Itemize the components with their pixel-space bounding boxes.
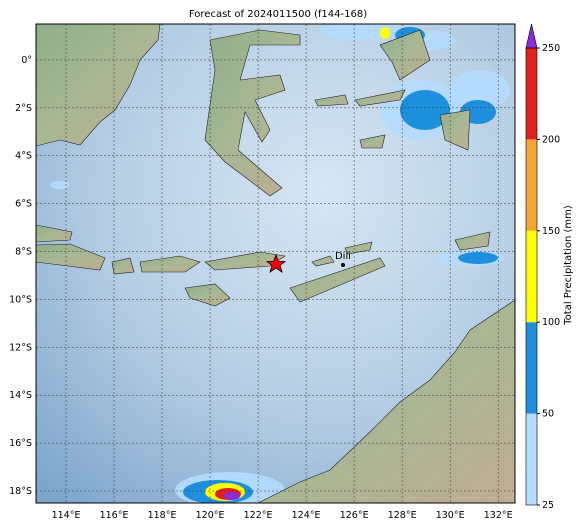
colorbar-tick-label: 25	[542, 500, 554, 511]
colorbar-frame	[525, 47, 538, 506]
lat-tick-label: 2°S	[15, 103, 32, 114]
colorbar-tick-label: 150	[542, 226, 560, 237]
location-star	[265, 253, 287, 273]
lat-tick-label: 12°S	[9, 342, 32, 353]
lon-tick-label: 124°E	[292, 510, 321, 521]
lon-tick-label: 114°E	[52, 510, 81, 521]
lat-tick-label: 0°	[21, 55, 32, 66]
lat-tick-label: 8°S	[15, 247, 32, 258]
lon-tick-label: 128°E	[388, 510, 417, 521]
colorbar-tick-label: 250	[542, 43, 560, 54]
lat-tick-label: 10°S	[9, 294, 32, 305]
colorbar-bin	[526, 48, 537, 140]
lon-tick-label: 132°E	[484, 510, 513, 521]
city-dot	[341, 263, 345, 267]
colorbar-tick-label: 50	[542, 409, 554, 420]
colorbar-label: Total Precipitation (mm)	[563, 205, 574, 326]
map-area: Dili	[36, 24, 515, 503]
colorbar-tick-label: 100	[542, 317, 560, 328]
lon-tick-label: 116°E	[100, 510, 129, 521]
lon-tick-label: 126°E	[340, 510, 369, 521]
map-frame	[35, 23, 516, 504]
lon-tick-label: 130°E	[436, 510, 465, 521]
lat-tick-label: 18°S	[9, 486, 32, 497]
lat-tick-label: 14°S	[9, 390, 32, 401]
map-title: Forecast of 2024011500 (f144-168)	[189, 9, 367, 20]
heavy-precip	[205, 27, 413, 501]
colorbar-bin	[526, 139, 537, 231]
land	[36, 24, 515, 503]
colorbar-bin	[526, 413, 537, 505]
colorbar-bin	[526, 230, 537, 323]
lon-tick-label: 122°E	[244, 510, 273, 521]
colorbar: 25 50 100 150 200 250	[525, 23, 560, 511]
lat-tick-label: 6°S	[15, 199, 32, 210]
lat-tick-label: 16°S	[9, 438, 32, 449]
colorbar-bin	[526, 322, 537, 414]
city-label: Dili	[335, 251, 351, 262]
lat-tick-label: 4°S	[15, 151, 32, 162]
colorbar-tick-label: 200	[542, 134, 560, 145]
lon-tick-label: 118°E	[148, 510, 177, 521]
lon-tick-label: 120°E	[196, 510, 225, 521]
colorbar-extend	[525, 23, 538, 49]
